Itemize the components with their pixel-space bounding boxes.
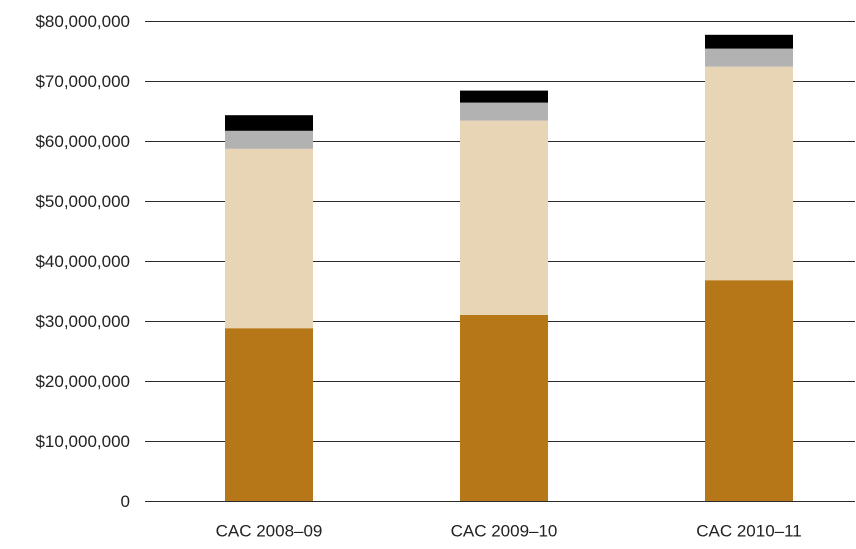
y-tick-label: $80,000,000 bbox=[35, 12, 130, 31]
x-category-label: CAC 2008–09 bbox=[216, 522, 323, 541]
y-tick-label: $70,000,000 bbox=[35, 72, 130, 91]
bar-segment bbox=[705, 280, 793, 501]
bar-segment bbox=[460, 102, 548, 121]
bar-segment bbox=[225, 115, 313, 131]
bar-segment bbox=[460, 120, 548, 315]
bar-segment bbox=[705, 34, 793, 49]
bar-segment bbox=[705, 66, 793, 281]
y-axis-tick-labels: 0 $10,000,000 $20,000,000 $30,000,000 $40,00… bbox=[35, 12, 130, 511]
bar-segment bbox=[460, 90, 548, 103]
bar-segment bbox=[460, 315, 548, 501]
bar-segment bbox=[225, 328, 313, 501]
x-category-label: CAC 2009–10 bbox=[451, 522, 558, 541]
y-tick-label: $50,000,000 bbox=[35, 192, 130, 211]
bar-segment bbox=[705, 48, 793, 67]
x-category-label: CAC 2010–11 bbox=[696, 522, 802, 541]
bar-segment bbox=[225, 148, 313, 329]
y-tick-label: $40,000,000 bbox=[35, 252, 130, 271]
y-tick-label: $10,000,000 bbox=[35, 432, 130, 451]
bar-segment bbox=[225, 130, 313, 149]
y-tick-label: $30,000,000 bbox=[35, 312, 130, 331]
y-tick-label: $20,000,000 bbox=[35, 372, 130, 391]
x-axis-category-labels: CAC 2008–09 CAC 2009–10 CAC 2010–11 bbox=[216, 522, 802, 541]
y-tick-label: 0 bbox=[121, 492, 130, 511]
y-tick-label: $60,000,000 bbox=[35, 132, 130, 151]
bars bbox=[225, 34, 793, 501]
